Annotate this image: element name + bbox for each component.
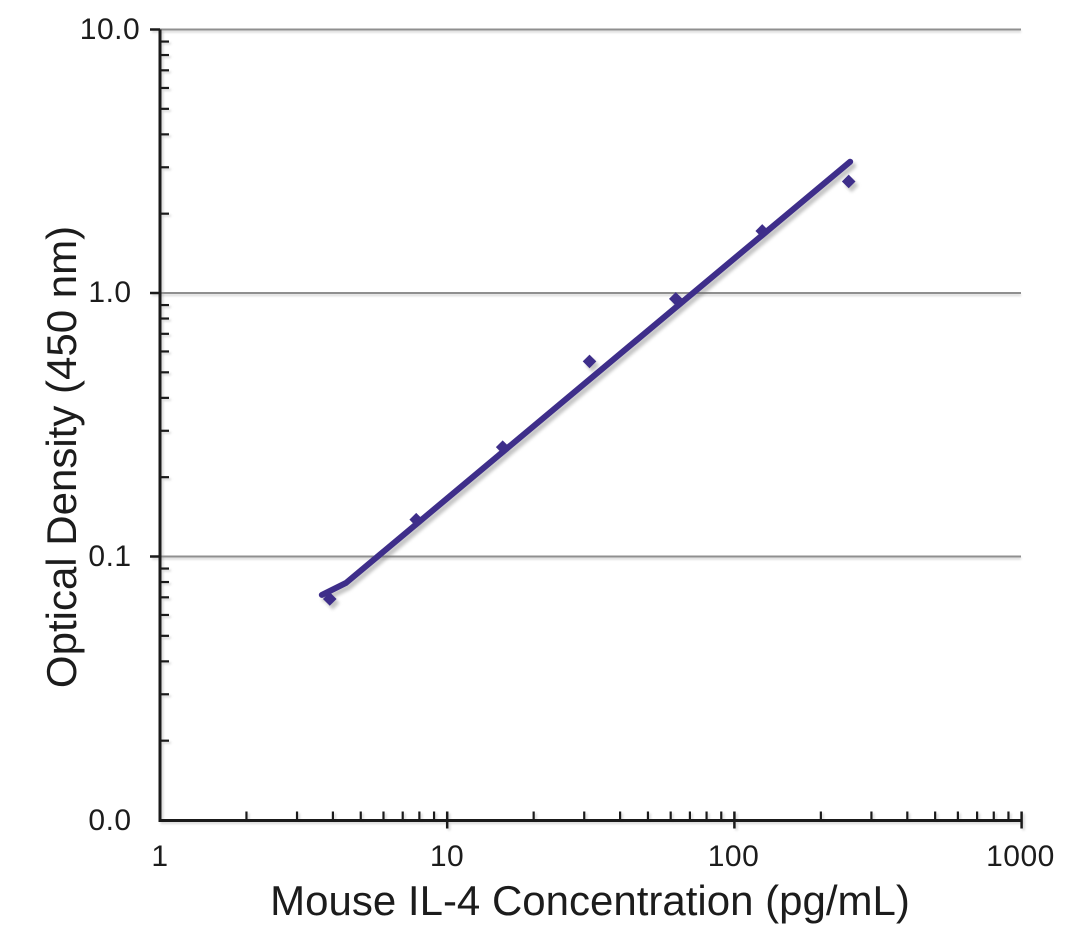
y-tick-label-10: 10.0 bbox=[79, 12, 141, 46]
y-tick-label-1: 1.0 bbox=[88, 276, 132, 309]
data-point-marker bbox=[755, 224, 770, 238]
data-point-marker bbox=[409, 512, 424, 527]
data-point-marker bbox=[495, 440, 510, 454]
data-point-marker bbox=[841, 174, 856, 189]
x-tick-label-10: 10 bbox=[429, 840, 465, 873]
x-tick-label-1000: 1000 bbox=[986, 840, 1055, 873]
x-tick-label-1: 1 bbox=[151, 840, 169, 873]
y-tick-label-0-1: 0.1 bbox=[88, 539, 132, 573]
standard-curve-series bbox=[318, 158, 856, 606]
data-point-marker bbox=[322, 592, 337, 606]
x-axis-title: Mouse IL-4 Concentration (pg/mL) bbox=[270, 877, 910, 924]
gridlines bbox=[160, 28, 1021, 558]
data-point-marker bbox=[582, 354, 597, 369]
axes bbox=[150, 28, 1023, 829]
x-tick-label-100: 100 bbox=[707, 840, 760, 873]
y-tick-label-0-0: 0.0 bbox=[88, 803, 132, 837]
trend-line bbox=[318, 158, 854, 598]
data-point-marker bbox=[668, 292, 683, 306]
y-axis-title: Optical Density (450 nm) bbox=[38, 225, 85, 689]
